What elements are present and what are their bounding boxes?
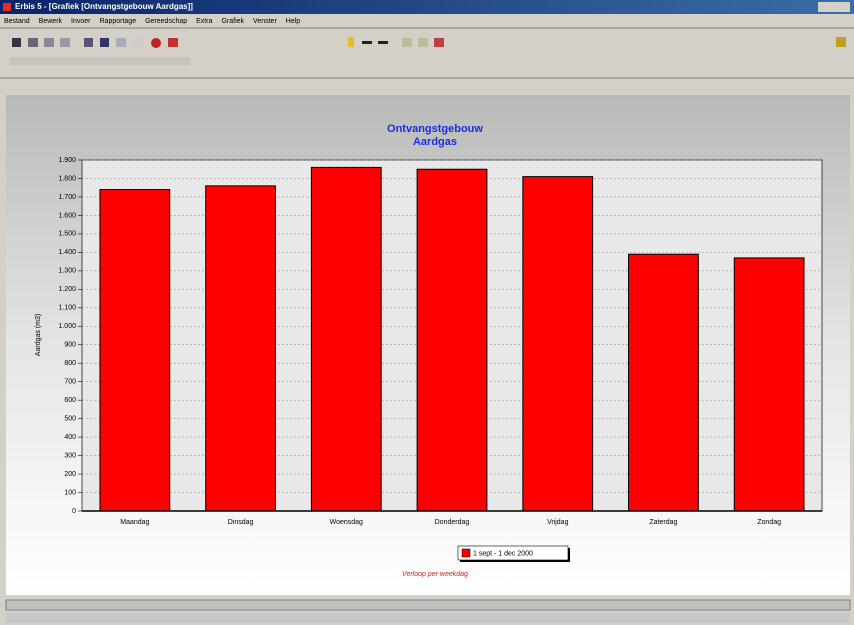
y-tick-label: 1.800 xyxy=(58,175,76,182)
x-tick-label: Zaterdag xyxy=(649,519,677,526)
window-title: Erbis 5 - [Grafiek [Ontvangstgebouw Aard… xyxy=(15,2,193,11)
window-controls[interactable] xyxy=(818,2,850,12)
bar xyxy=(416,168,488,512)
tool-exit[interactable] xyxy=(836,37,846,47)
tool-delete[interactable] xyxy=(434,38,444,47)
y-tick-label: 1.200 xyxy=(58,286,76,293)
y-tick-label: 700 xyxy=(64,379,76,386)
annotation: Verloop per weekdag xyxy=(402,571,468,578)
bar xyxy=(628,253,699,512)
tool-preview[interactable] xyxy=(44,38,54,47)
menu-bar: Bestand Bewerk Invoer Rapportage Gereedschap… xyxy=(4,18,300,25)
x-tick-label: Zondag xyxy=(757,519,781,526)
tool-line[interactable] xyxy=(116,38,126,47)
menu-item[interactable]: Invoer xyxy=(71,18,91,25)
y-tick-label: 1.600 xyxy=(58,212,76,219)
y-tick-label: 300 xyxy=(64,452,76,459)
x-tick-label: Vrijdag xyxy=(547,519,569,526)
y-tick-label: 200 xyxy=(64,471,76,478)
tool-pie[interactable] xyxy=(151,38,161,48)
legend-box xyxy=(457,545,569,561)
x-tick-label: Dinsdag xyxy=(228,519,254,526)
tool-a[interactable] xyxy=(402,38,412,47)
app-icon xyxy=(3,3,11,11)
menu-item[interactable]: Bestand xyxy=(4,18,30,25)
menu-item[interactable]: Help xyxy=(286,18,301,25)
bar xyxy=(310,166,382,512)
legend-label: 1 sept - 1 dec 2000 xyxy=(473,550,533,557)
nav-toolbar[interactable] xyxy=(10,57,190,65)
bar xyxy=(205,185,276,512)
tool-back[interactable] xyxy=(362,41,372,44)
y-axis-label: Aardgas (m3) xyxy=(35,314,42,356)
y-tick-label: 600 xyxy=(64,397,76,404)
legend-swatch xyxy=(461,548,471,558)
bar xyxy=(733,257,805,512)
status-bar xyxy=(5,599,851,611)
tool-forward[interactable] xyxy=(378,41,388,44)
y-tick-label: 1.700 xyxy=(58,194,76,201)
toolbar xyxy=(10,37,846,65)
tool-b[interactable] xyxy=(418,38,428,47)
bar xyxy=(99,189,171,512)
tool-graph[interactable] xyxy=(168,38,178,47)
menu-item[interactable]: Extra xyxy=(196,18,212,25)
y-tick-label: 500 xyxy=(64,415,76,422)
menu-item[interactable]: Venster xyxy=(253,18,277,25)
y-tick-label: 900 xyxy=(64,342,76,349)
x-tick-label: Woensdag xyxy=(330,519,363,526)
y-tick-label: 1.100 xyxy=(58,305,76,312)
title-bar xyxy=(0,0,854,14)
menu-item[interactable]: Gereedschap xyxy=(145,18,187,25)
y-tick-label: 1.500 xyxy=(58,231,76,238)
status-bar-2 xyxy=(6,613,850,623)
menu-item[interactable]: Rapportage xyxy=(100,18,137,25)
y-tick-label: 1.400 xyxy=(58,249,76,256)
tool-save[interactable] xyxy=(12,38,21,47)
y-tick-label: 0 xyxy=(72,508,76,515)
tool-table[interactable] xyxy=(84,38,93,47)
chart: Ontvangstgebouw Aardgas Aardgas (m3) Ver… xyxy=(35,123,822,578)
y-tick-label: 1.900 xyxy=(58,157,76,164)
tool-print[interactable] xyxy=(28,38,38,47)
chart-subtitle: Aardgas xyxy=(413,136,457,148)
tool-key[interactable] xyxy=(348,37,354,47)
y-tick-label: 1.000 xyxy=(58,323,76,330)
tool-area[interactable] xyxy=(134,38,144,47)
tool-bar[interactable] xyxy=(100,38,109,47)
x-tick-label: Donderdag xyxy=(435,519,470,526)
tool-copy[interactable] xyxy=(60,38,70,47)
bar xyxy=(522,176,594,512)
x-tick-label: Maandag xyxy=(120,519,149,526)
y-tick-label: 800 xyxy=(64,360,76,367)
y-tick-label: 100 xyxy=(64,489,76,496)
y-tick-label: 1.300 xyxy=(58,268,76,275)
menu-item[interactable]: Grafiek xyxy=(221,18,244,25)
chart-title: Ontvangstgebouw xyxy=(387,123,483,135)
y-tick-label: 400 xyxy=(64,434,76,441)
menu-item[interactable]: Bewerk xyxy=(39,18,63,25)
